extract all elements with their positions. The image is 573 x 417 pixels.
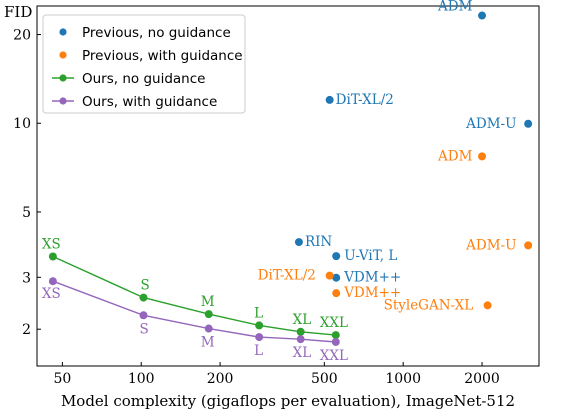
data-point-ours-with-guidance-xxl — [331, 337, 340, 346]
data-points — [48, 11, 533, 346]
x-tick-label: 50 — [53, 371, 71, 387]
y-tick-label: 10 — [13, 116, 31, 132]
y-tick-label: 20 — [13, 28, 31, 44]
point-label-previous-with-guidance-vdm: VDM++ — [343, 285, 401, 301]
x-tick-label: 500 — [311, 371, 338, 387]
data-point-ours-with-guidance-l — [255, 333, 264, 342]
data-point-previous-no-guidance-vdm — [332, 273, 341, 282]
legend-marker-previous-with-guidance — [59, 51, 67, 59]
point-label-ours-with-guidance-m: M — [201, 335, 215, 351]
point-label-ours-no-guidance-s: S — [140, 278, 149, 294]
legend: Previous, no guidance Previous, with guid… — [42, 14, 246, 114]
y-tick-label: 5 — [22, 205, 31, 221]
point-labels: ADM ADM-U DiT-XL/2 RIN U-ViT, L VDM++ ADM ADM-U… — [42, 0, 517, 364]
legend-marker-previous-no-guidance — [59, 28, 67, 36]
legend-items: Previous, no guidance Previous, with guid… — [52, 25, 243, 110]
data-point-ours-no-guidance-l — [255, 321, 264, 330]
data-point-previous-with-guidance-vdm — [332, 289, 341, 298]
series-line-ours-with-guidance — [52, 280, 336, 343]
legend-label-previous-with-guidance: Previous, with guidance — [82, 48, 243, 64]
point-label-previous-no-guidance-rin: RIN — [305, 234, 332, 250]
series-lines — [52, 255, 336, 343]
point-label-ours-no-guidance-xxl: XXL — [320, 315, 348, 331]
data-point-ours-with-guidance-m — [204, 324, 213, 333]
point-label-previous-no-guidance-u-vit-l: U-ViT, L — [344, 248, 397, 264]
point-label-ours-with-guidance-xl: XL — [293, 345, 312, 361]
point-label-ours-with-guidance-xxl: XXL — [320, 348, 348, 364]
series-line-ours-no-guidance — [52, 255, 336, 336]
point-label-previous-no-guidance-adm: ADM — [437, 0, 473, 15]
data-point-ours-no-guidance-xl — [296, 327, 305, 336]
point-label-previous-with-guidance-stylegan-xl: StyleGAN-XL — [384, 297, 474, 313]
y-axis-title: FID — [4, 3, 32, 21]
data-point-previous-with-guidance-dit-xl-2 — [325, 271, 334, 280]
data-point-previous-no-guidance-adm-u — [524, 119, 533, 128]
data-point-ours-with-guidance-xl — [296, 335, 305, 344]
x-tick-label: 2000 — [464, 371, 500, 387]
point-label-previous-with-guidance-adm: ADM — [437, 148, 473, 164]
point-label-previous-with-guidance-dit-xl-2: DiT-XL/2 — [258, 268, 316, 284]
x-tick-label: 1000 — [385, 371, 421, 387]
x-axis-title: Model complexity (gigaflops per evaluati… — [61, 392, 515, 410]
data-point-ours-no-guidance-xs — [48, 252, 57, 261]
data-point-ours-with-guidance-s — [139, 311, 148, 320]
point-label-previous-no-guidance-adm-u: ADM-U — [465, 116, 516, 132]
point-label-previous-with-guidance-adm-u: ADM-U — [465, 237, 516, 253]
data-point-previous-with-guidance-stylegan-xl — [483, 301, 492, 310]
legend-box — [42, 14, 246, 114]
legend-marker-ours-no-guidance — [59, 74, 67, 82]
point-label-previous-no-guidance-dit-xl-2: DiT-XL/2 — [336, 92, 394, 108]
legend-label-ours-with-guidance: Ours, with guidance — [82, 94, 217, 110]
point-label-ours-no-guidance-xl: XL — [293, 312, 312, 328]
point-label-ours-with-guidance-s: S — [139, 321, 148, 337]
point-label-ours-no-guidance-m: M — [201, 294, 215, 310]
data-point-previous-with-guidance-adm — [478, 152, 487, 161]
data-point-previous-no-guidance-adm — [478, 11, 487, 20]
legend-marker-ours-with-guidance — [59, 97, 67, 105]
y-tick-label: 3 — [22, 270, 31, 286]
y-tick-label: 2 — [22, 322, 31, 338]
point-label-ours-no-guidance-l: L — [254, 305, 263, 321]
point-label-ours-with-guidance-xs: XS — [42, 286, 61, 302]
legend-label-ours-no-guidance: Ours, no guidance — [82, 71, 205, 87]
data-point-previous-no-guidance-dit-xl-2 — [325, 95, 334, 104]
point-label-ours-no-guidance-xs: XS — [42, 236, 61, 252]
data-point-ours-with-guidance-xs — [48, 277, 57, 286]
data-point-previous-no-guidance-rin — [294, 238, 303, 247]
data-point-previous-no-guidance-u-vit-l — [332, 252, 341, 261]
data-point-ours-no-guidance-s — [139, 293, 148, 302]
point-label-previous-no-guidance-vdm: VDM++ — [343, 270, 401, 286]
point-label-ours-with-guidance-l: L — [254, 343, 263, 359]
axis-ticks: 50 100 200 500 1000 2000 2 3 5 10 20 — [13, 28, 500, 387]
legend-label-previous-no-guidance: Previous, no guidance — [82, 25, 231, 41]
data-point-ours-no-guidance-xxl — [331, 331, 340, 340]
x-tick-label: 200 — [207, 371, 234, 387]
data-point-ours-no-guidance-m — [204, 310, 213, 319]
data-point-previous-with-guidance-adm-u — [524, 241, 533, 250]
x-tick-label: 100 — [128, 371, 155, 387]
